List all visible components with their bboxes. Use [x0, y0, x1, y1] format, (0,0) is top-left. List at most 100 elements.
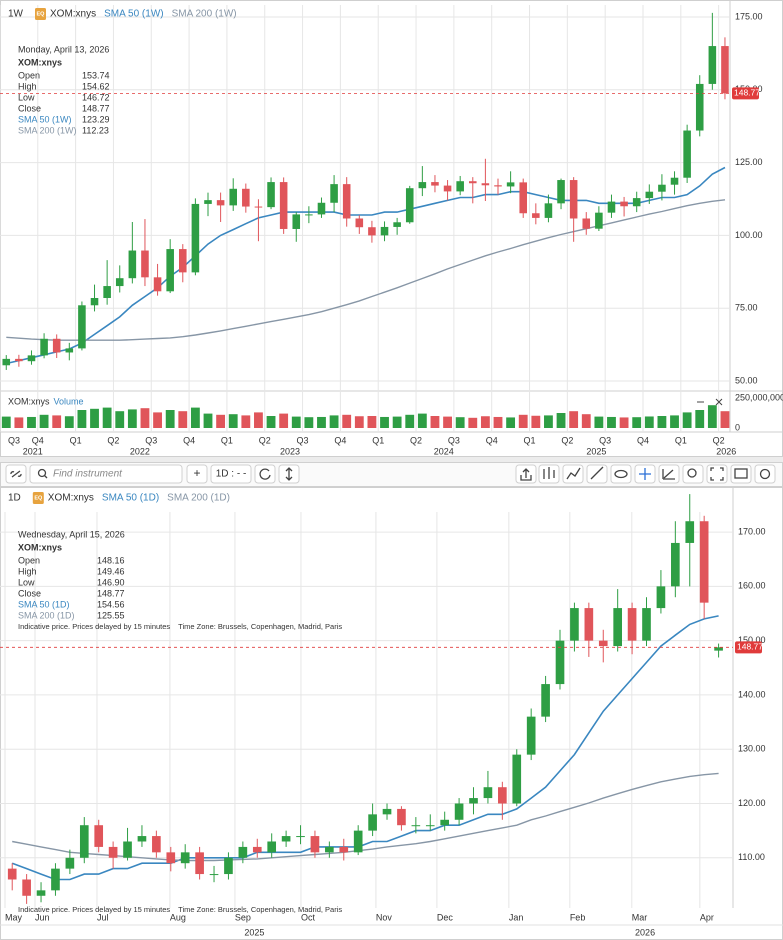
candle-body [481, 183, 490, 186]
volume-bar [518, 414, 528, 428]
info-label: Open [18, 70, 40, 80]
badge [32, 492, 44, 504]
volume-bar [216, 414, 226, 428]
candle-body [582, 218, 591, 229]
year-label: 2025 [244, 927, 264, 937]
measure-icon [662, 469, 675, 480]
info-value: 148.77 [97, 588, 125, 598]
candle-body [469, 181, 477, 184]
candle-body [27, 355, 36, 362]
candle-body [555, 640, 565, 685]
info-value: 146.72 [82, 92, 110, 102]
candle-body [627, 608, 637, 641]
volume-bar [619, 417, 629, 428]
candle-body [267, 841, 277, 853]
info-label: Open [18, 555, 40, 565]
volume-bar [228, 414, 238, 428]
volume-bar [354, 416, 364, 428]
volume-bar [102, 407, 112, 428]
candle-body [642, 608, 651, 641]
candle-body [570, 608, 579, 641]
candle-body [279, 182, 288, 229]
candle-body [393, 222, 401, 227]
x-tick-label: Q1 [675, 435, 687, 445]
y-tick-label: 75.00 [735, 303, 758, 313]
fullscreen-button[interactable] [706, 464, 728, 484]
settings-button[interactable] [754, 464, 776, 484]
volume-bar [140, 408, 150, 428]
info-label: High [18, 566, 37, 576]
volume-bar [115, 411, 125, 428]
candle-body [90, 298, 99, 306]
candle-body [519, 182, 527, 214]
info-label: Low [18, 577, 35, 587]
add-label: + [193, 466, 200, 480]
volume-bar [632, 417, 642, 428]
chart-type-icon [543, 467, 555, 479]
candle-body [418, 182, 427, 189]
candle-body [613, 608, 622, 647]
volume-bar [39, 414, 49, 428]
candle-body [229, 188, 237, 206]
candle-body [695, 83, 704, 131]
volume-bar [506, 417, 516, 428]
candle-body [512, 754, 522, 804]
interval-button[interactable] [210, 464, 252, 484]
x-tick-label: Q3 [145, 435, 157, 445]
volume-bar [27, 416, 36, 428]
x-tick-label: Dec [437, 912, 454, 922]
volume-bar [190, 407, 200, 428]
candle-body [353, 830, 363, 853]
view-button[interactable] [610, 464, 632, 484]
volume-bar [493, 416, 503, 428]
volume-bar [594, 416, 604, 428]
info-value: 154.62 [82, 81, 110, 91]
toolbar: Find instrument + 1D : - - [0, 462, 783, 487]
volume-bar [317, 416, 326, 428]
x-tick-label: Q1 [221, 435, 233, 445]
draw-button[interactable] [586, 464, 608, 484]
zoom-button[interactable] [682, 464, 704, 484]
x-tick-label: Mar [632, 912, 648, 922]
sma-line [11, 615, 719, 881]
candle-body [714, 647, 723, 651]
y-tick-label: 140.00 [738, 689, 766, 699]
candle-body [632, 198, 641, 207]
y-tick-label: 100.00 [735, 230, 763, 240]
candle-body [595, 212, 603, 229]
refresh-button[interactable] [254, 464, 276, 484]
candle-body [607, 201, 616, 213]
candle-body [209, 874, 219, 876]
candle-body [281, 836, 291, 842]
candle-body [78, 305, 86, 349]
candle-body [137, 836, 147, 842]
candle-body [498, 787, 507, 804]
snapshot-button[interactable] [730, 464, 752, 484]
candle-body [317, 202, 326, 215]
volume-bar [670, 415, 679, 428]
x-tick-label: Aug [170, 912, 186, 922]
x-tick-label: Q2 [259, 435, 271, 445]
x-tick-label: Q4 [637, 435, 649, 445]
volume-bar [52, 415, 62, 428]
search-box[interactable] [29, 464, 183, 484]
candle-body [296, 836, 305, 838]
candle-body [103, 286, 111, 299]
volume-bar [64, 416, 74, 428]
add-button[interactable] [186, 464, 208, 484]
volume-bar [241, 415, 251, 428]
candle-body [532, 213, 540, 218]
volume-bar [1, 416, 11, 428]
indicator-icon [566, 467, 581, 480]
candle-body [108, 846, 118, 858]
candle-body [339, 846, 349, 853]
sma-line [6, 199, 726, 341]
y-tick-label: 50.00 [735, 375, 758, 385]
candle-body [51, 868, 60, 891]
candle-body [544, 203, 553, 218]
last-price-badge [732, 87, 759, 100]
candle-body [557, 180, 565, 204]
candle-body [166, 852, 176, 864]
compare-icon [285, 467, 293, 481]
search-icon [44, 475, 48, 479]
